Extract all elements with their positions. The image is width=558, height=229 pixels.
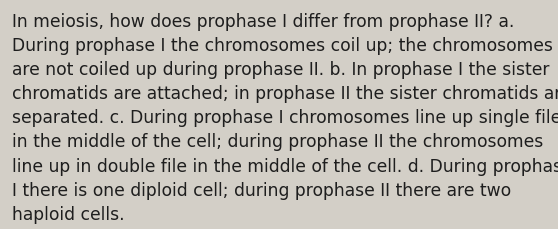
Text: chromatids are attached; in prophase II the sister chromatids are: chromatids are attached; in prophase II … [12,85,558,103]
Text: in the middle of the cell; during prophase II the chromosomes: in the middle of the cell; during propha… [12,133,543,151]
Text: haploid cells.: haploid cells. [12,205,125,223]
Text: I there is one diploid cell; during prophase II there are two: I there is one diploid cell; during prop… [12,181,511,199]
Text: line up in double file in the middle of the cell. d. During prophase: line up in double file in the middle of … [12,157,558,175]
Text: In meiosis, how does prophase I differ from prophase II? a.: In meiosis, how does prophase I differ f… [12,13,514,30]
Text: During prophase I the chromosomes coil up; the chromosomes: During prophase I the chromosomes coil u… [12,37,553,55]
Text: separated. c. During prophase I chromosomes line up single file: separated. c. During prophase I chromoso… [12,109,558,127]
Text: are not coiled up during prophase II. b. In prophase I the sister: are not coiled up during prophase II. b.… [12,61,550,79]
